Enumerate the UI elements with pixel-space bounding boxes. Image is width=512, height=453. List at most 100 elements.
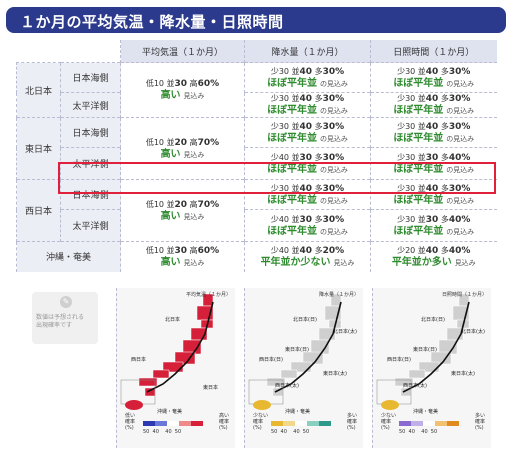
page-title: １か月の平均気温・降水量・日照時間 <box>20 13 284 31</box>
map-label-west-pacific: 西日本(太) <box>275 383 299 389</box>
japan-map <box>120 293 214 405</box>
forecast-table: 平均気温（１か月） 降水量（１か月） 日照時間（１か月） 北日本 日本海側 低10 … <box>16 40 497 272</box>
rain-prediction: ほぼ平年並 <box>267 77 318 89</box>
sun-cell: 少30 並30 多40% ほぼ平年並 の見込み <box>370 147 497 180</box>
subregion-label: 太平洋側 <box>60 209 121 242</box>
map-label-okinawa: 沖縄・奄美 <box>413 409 439 415</box>
temp-prediction: 高い <box>160 148 181 160</box>
sun-cell: 少30 並40 多30% ほぼ平年並 の見込み <box>370 179 497 210</box>
map-label-west-pacific: 西日本(太) <box>403 383 427 389</box>
region-label: 西日本 <box>16 179 61 242</box>
map-label-north: 北日本 <box>165 317 181 323</box>
outlook-suffix: の見込み <box>319 134 348 143</box>
subregion-label: 日本海側 <box>60 62 121 93</box>
prob-line: 少30 並40 多30% <box>397 94 471 104</box>
outlook-suffix: の見込み <box>446 165 475 174</box>
legend-ellipse <box>125 400 143 410</box>
column-header-rain: 降水量（１か月） <box>244 40 371 63</box>
map-label-east: 東日本(日) <box>285 347 309 353</box>
outlook-suffix: 見込み <box>183 212 205 221</box>
region-label: 沖縄・奄美 <box>16 241 121 272</box>
column-header-temp: 平均気温（１か月） <box>120 40 245 63</box>
temp-map-panel: 平均気温（１か月） 北日本 東日本 西日本 沖縄・奄美 低い 確率 (%) 高い 確率 (%… <box>116 288 235 448</box>
prob-line: 低10 並30 高60% <box>145 79 220 89</box>
rain-cell: 少30 並40 多30% ほぼ平年並 の見込み <box>244 117 371 148</box>
sun-cell: 少20 並40 多40% 平年並か多い 見込み <box>370 241 497 272</box>
subregion-label: 太平洋側 <box>60 92 121 118</box>
prob-line: 少30 並40 多30% <box>397 183 471 194</box>
title-bar: １か月の平均気温・降水量・日照時間 <box>6 7 506 33</box>
prob-line: 低10 並20 高70% <box>145 199 220 210</box>
outlook-suffix: の見込み <box>319 79 348 88</box>
legend-high-label: 高い 確率 (%) <box>218 413 229 431</box>
prob-line: 少40 並30 多30% <box>270 152 345 163</box>
prob-line: 少30 並40 多30% <box>397 121 471 132</box>
outlook-suffix: の見込み <box>319 165 348 174</box>
rain-prediction: 平年並か少ない <box>260 256 331 268</box>
outlook-suffix: の見込み <box>446 196 475 205</box>
legend-ellipse <box>253 400 271 410</box>
rain-cell: 少30 並40 多30% ほぼ平年並 の見込み <box>244 179 371 210</box>
prob-line: 少30 並40 多30% <box>270 183 345 194</box>
table-row: 北日本 日本海側 低10 並30 高60% 高い 見込み 少30 並40 多30% ほぼ平… <box>16 62 497 118</box>
sun-cell: 少30 並30 多40% ほぼ平年並 の見込み <box>370 209 497 242</box>
note-line2: 出現確率です <box>36 322 73 329</box>
outlook-suffix: の見込み <box>319 196 348 205</box>
region-label: 北日本 <box>16 62 61 118</box>
outlook-suffix: 見込み <box>333 258 355 267</box>
map-label-west: 西日本(日) <box>259 357 283 363</box>
legend-color-bar <box>143 421 203 426</box>
outlook-suffix: の見込み <box>446 107 475 115</box>
table-row: 西日本 日本海側 低10 並20 高70% 高い 見込み 少30 並40 多30% ほぼ平… <box>16 179 497 242</box>
rain-prediction: ほぼ平年並 <box>267 132 318 144</box>
table-row: 東日本 日本海側 低10 並20 高70% 高い 見込み 少30 並40 多30% ほぼ平… <box>16 117 497 180</box>
outlook-suffix: の見込み <box>446 227 475 236</box>
map-label-north: 北日本(日) <box>421 317 445 323</box>
map-label-east-pacific: 東日本(太) <box>323 371 347 377</box>
temp-cell: 低10 並30 高60% 高い 見込み <box>120 241 245 272</box>
rain-cell: 少40 並30 多30% ほぼ平年並 の見込み <box>244 147 371 180</box>
rain-prediction: ほぼ平年並 <box>267 105 318 116</box>
sun-cell: 少30 並40 多30% ほぼ平年並 の見込み <box>370 62 497 93</box>
legend-numbers: 50 40 40 50 <box>143 429 182 435</box>
legend-color-bar <box>399 421 459 426</box>
temp-cell: 低10 並30 高60% 高い 見込み <box>120 62 245 118</box>
prob-line: 少30 並40 多30% <box>270 66 345 77</box>
map-legend: 少ない 確率 (%) 多い 確率 (%) 50 40 40 50 <box>379 413 487 445</box>
rain-cell: 少40 並40 多20% 平年並か少ない 見込み <box>244 241 371 272</box>
map-label-north: 北日本(日) <box>293 317 317 323</box>
note-box: ✎ 数値は予想される 出現確率です <box>32 292 98 344</box>
temp-cell: 低10 並20 高70% 高い 見込み <box>120 179 245 242</box>
column-header-sun: 日照時間（１か月） <box>370 40 497 63</box>
map-title: 降水量（１か月） <box>318 292 359 298</box>
region-label: 東日本 <box>16 117 61 180</box>
legend-high-label: 多い 確率 (%) <box>474 413 485 431</box>
map-label-east: 東日本(日) <box>413 347 437 353</box>
outlook-suffix: 見込み <box>454 258 476 267</box>
map-label-west: 西日本 <box>131 357 147 363</box>
prob-line: 少20 並40 多40% <box>397 245 471 256</box>
legend-color-bar <box>271 421 331 426</box>
prob-line: 少30 並30 多40% <box>397 214 471 225</box>
japan-map <box>376 293 470 405</box>
table-row: 太平洋側 少40 並30 多30% ほぼ平年並 の見込み 少30 並30 多40% ほぼ… <box>17 147 497 180</box>
outlook-suffix: 見込み <box>183 258 205 267</box>
map-label-okinawa: 沖縄・奄美 <box>157 409 183 415</box>
prob-line: 少40 並30 多30% <box>270 214 345 225</box>
prob-line: 少40 並40 多20% <box>270 245 345 256</box>
map-label-east-pacific: 東日本(太) <box>451 371 475 377</box>
table-row: 太平洋側 少40 並30 多30% ほぼ平年並 の見込み 少30 並30 多40% ほぼ… <box>17 209 497 242</box>
prob-line: 低10 並30 高60% <box>145 245 220 256</box>
sun-prediction: ほぼ平年並 <box>393 105 444 116</box>
sun-prediction: ほぼ平年並 <box>393 163 444 175</box>
rain-prediction: ほぼ平年並 <box>267 225 318 237</box>
rain-cell: 少30 並40 多30% ほぼ平年並 の見込み <box>244 92 371 118</box>
rain-cell: 少40 並30 多30% ほぼ平年並 の見込み <box>244 209 371 242</box>
sun-map-panel: 日照時間（１か月） 北日本(日) 北日本(太) 東日本(日) 東日本(太) 西日本(日) 西… <box>372 288 491 448</box>
rain-prediction: ほぼ平年並 <box>267 194 318 206</box>
rain-map-panel: 降水量（１か月） 北日本(日) 北日本(太) 東日本(日) 東日本(太) 西日本(日) 西日… <box>244 288 363 448</box>
legend-numbers: 50 40 40 50 <box>399 429 438 435</box>
temp-prediction: 高い <box>160 210 181 222</box>
legend-low-label: 少ない 確率 (%) <box>253 413 269 431</box>
outlook-suffix: 見込み <box>183 150 205 159</box>
